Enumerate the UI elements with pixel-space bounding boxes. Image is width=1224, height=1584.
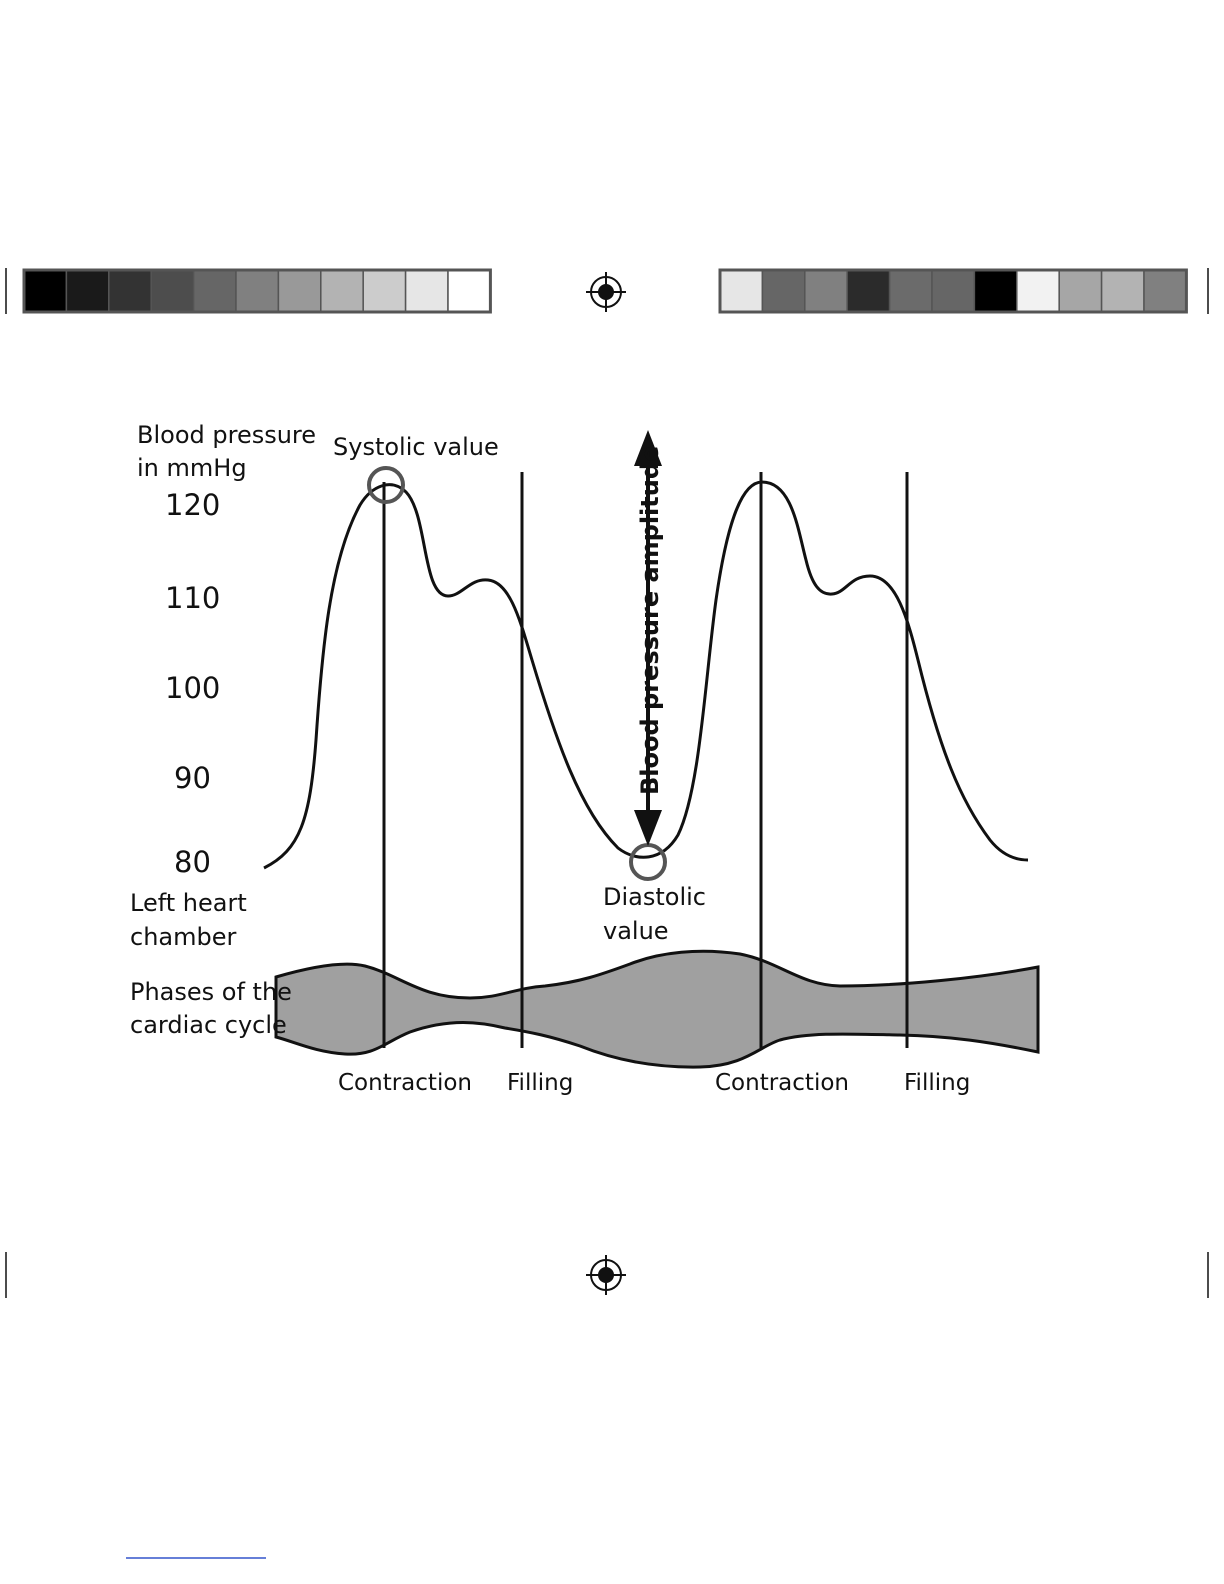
- color-swatch: [404, 269, 449, 313]
- color-swatch: [1016, 269, 1060, 313]
- phase-label-filling: Filling: [904, 1070, 970, 1096]
- color-swatch: [192, 269, 237, 313]
- blood-pressure-amplitude-label: Blood pressure amplitude: [636, 446, 664, 795]
- left-heart-chamber-label-line2: chamber: [130, 923, 236, 951]
- diastolic-value-label-line2: value: [603, 917, 669, 945]
- phases-cardiac-cycle-label-line2: cardiac cycle: [130, 1011, 287, 1039]
- color-swatch: [23, 269, 68, 313]
- phase-label-contraction: Contraction: [715, 1070, 849, 1096]
- phase-label-contraction: Contraction: [338, 1070, 472, 1096]
- y-tick-label: 120: [165, 488, 220, 522]
- color-swatch: [235, 269, 280, 313]
- color-calibration-bar-left: [22, 268, 492, 314]
- y-axis-title-line1: Blood pressure: [137, 421, 316, 449]
- blood-pressure-waveform: [263, 480, 1029, 870]
- systolic-value-label: Systolic value: [333, 433, 499, 461]
- color-swatch: [277, 269, 322, 313]
- color-swatch: [65, 269, 110, 313]
- color-swatch: [108, 269, 152, 313]
- color-swatch: [888, 269, 933, 313]
- y-tick-label: 80: [174, 845, 211, 879]
- color-swatch: [1143, 269, 1188, 313]
- y-tick-label: 100: [165, 671, 220, 705]
- color-swatch: [447, 269, 492, 313]
- color-swatch: [320, 269, 364, 313]
- color-swatch: [1058, 269, 1103, 313]
- color-swatch: [761, 269, 806, 313]
- color-swatch: [1100, 269, 1145, 313]
- color-swatch: [362, 269, 407, 313]
- phase-label-filling: Filling: [507, 1070, 573, 1096]
- color-bar-border: [718, 268, 1188, 314]
- color-swatch: [804, 269, 848, 313]
- registration-crosshair-icon: [586, 1255, 626, 1295]
- y-tick-label: 110: [165, 581, 220, 615]
- y-axis-title-line2: in mmHg: [137, 454, 247, 482]
- y-tick-label: 90: [174, 761, 211, 795]
- color-swatch: [931, 269, 976, 313]
- left-heart-chamber-label-line1: Left heart: [130, 889, 247, 917]
- diastolic-value-label-line1: Diastolic: [603, 883, 706, 911]
- registration-crosshair-icon: [586, 272, 626, 312]
- diastolic-marker-circle: [629, 843, 667, 881]
- color-swatch: [719, 269, 764, 313]
- color-swatch: [973, 269, 1018, 313]
- color-swatch: [150, 269, 195, 313]
- phases-cardiac-cycle-label-line1: Phases of the: [130, 978, 292, 1006]
- color-calibration-bar-right: [718, 268, 1188, 314]
- left-heart-chamber-volume-shape: [274, 949, 1040, 1069]
- color-swatch: [846, 269, 891, 313]
- systolic-marker-circle: [367, 466, 405, 504]
- amplitude-double-arrow-icon: [634, 430, 662, 846]
- color-bar-border: [22, 268, 492, 314]
